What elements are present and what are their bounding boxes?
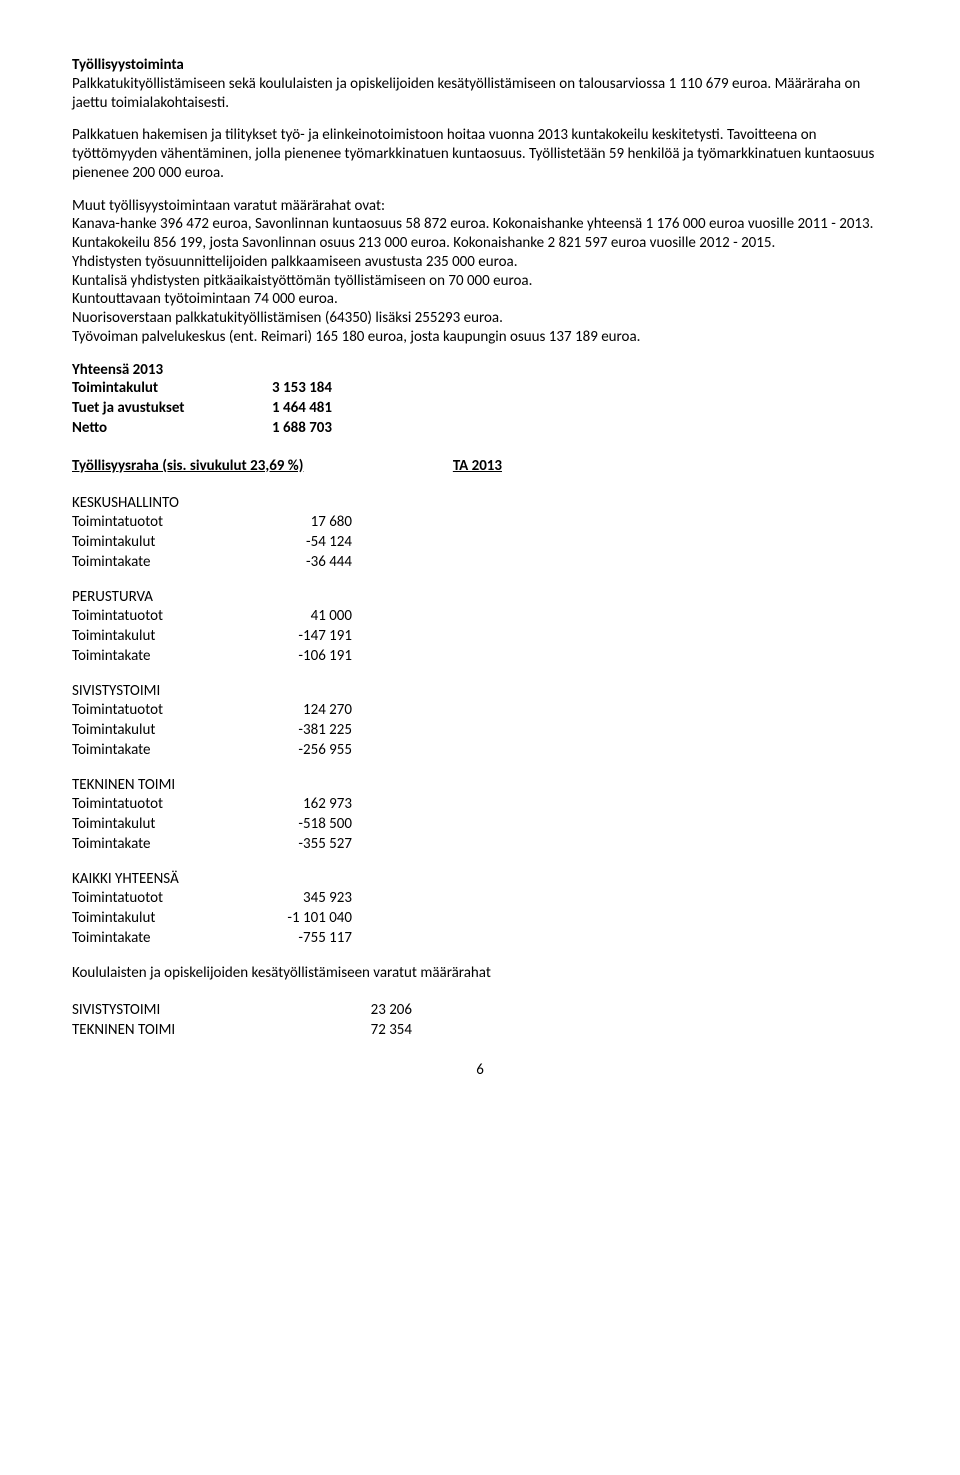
table-row: Toimintakulut-381 225 xyxy=(72,721,352,741)
table-row: Toimintatuotot41 000 xyxy=(72,607,352,627)
table-row: Toimintakulut-54 124 xyxy=(72,533,352,553)
row-label: Toimintakulut xyxy=(72,815,232,835)
row-value: 17 680 xyxy=(232,513,352,533)
row-value: -106 191 xyxy=(232,647,352,667)
table-row: Toimintakate-36 444 xyxy=(72,553,352,573)
footer-title: Koululaisten ja opiskelijoiden kesätyöll… xyxy=(72,964,888,983)
row-label: Toimintatuotot xyxy=(72,513,232,533)
row-value: 41 000 xyxy=(232,607,352,627)
row-value: 1 464 481 xyxy=(272,399,382,419)
financial-header: Työllisyysraha (sis. sivukulut 23,69 %) … xyxy=(72,457,502,477)
fin-header-left: Työllisyysraha (sis. sivukulut 23,69 %) xyxy=(72,457,412,477)
text-line: Kuntakokeilu 856 199, josta Savonlinnan … xyxy=(72,234,888,253)
text-line: Kanava-hanke 396 472 euroa, Savonlinnan … xyxy=(72,215,888,234)
row-value: -256 955 xyxy=(232,741,352,761)
row-value: 345 923 xyxy=(232,889,352,909)
table-row: Toimintakulut 3 153 184 xyxy=(72,379,382,399)
section-title: Työllisyystoiminta xyxy=(72,56,888,75)
row-value: -755 117 xyxy=(232,929,352,949)
row-value: 1 688 703 xyxy=(272,419,382,439)
summary-block: Yhteensä 2013 Toimintakulut 3 153 184 Tu… xyxy=(72,361,888,439)
row-label: Toimintakate xyxy=(72,835,232,855)
table-row: Toimintakate-755 117 xyxy=(72,929,352,949)
row-value: -518 500 xyxy=(232,815,352,835)
fin-section-title: KAIKKI YHTEENSÄ xyxy=(72,870,888,889)
table-row: Toimintatuotot17 680 xyxy=(72,513,352,533)
row-value: 23 206 xyxy=(332,1001,412,1021)
row-value: -381 225 xyxy=(232,721,352,741)
fin-section-sivistystoimi: SIVISTYSTOIMI Toimintatuotot124 270 Toim… xyxy=(72,682,888,760)
text-line: Yhdistysten työsuunnittelijoiden palkkaa… xyxy=(72,253,888,272)
fin-section-title: TEKNINEN TOIMI xyxy=(72,776,888,795)
row-value: 72 354 xyxy=(332,1021,412,1041)
row-value: -36 444 xyxy=(232,553,352,573)
row-label: Toimintakate xyxy=(72,553,232,573)
row-value: 162 973 xyxy=(232,795,352,815)
row-label: Toimintakulut xyxy=(72,379,272,399)
row-label: Tuet ja avustukset xyxy=(72,399,272,419)
text-line: Muut työllisyystoimintaan varatut määrär… xyxy=(72,197,888,216)
row-label: SIVISTYSTOIMI xyxy=(72,1001,332,1021)
footer-table: SIVISTYSTOIMI 23 206 TEKNINEN TOIMI 72 3… xyxy=(72,1001,412,1041)
row-label: Toimintatuotot xyxy=(72,701,232,721)
row-label: TEKNINEN TOIMI xyxy=(72,1021,332,1041)
row-label: Toimintatuotot xyxy=(72,795,232,815)
table-row: Toimintatuotot345 923 xyxy=(72,889,352,909)
intro-paragraph: Palkkatukityöllistämiseen sekä koululais… xyxy=(72,75,888,113)
row-label: Toimintakate xyxy=(72,647,232,667)
row-label: Toimintakate xyxy=(72,929,232,949)
fin-section-title: KESKUSHALLINTO xyxy=(72,494,888,513)
fin-section-perusturva: PERUSTURVA Toimintatuotot41 000 Toiminta… xyxy=(72,588,888,666)
summary-title: Yhteensä 2013 xyxy=(72,361,888,380)
row-value: -1 101 040 xyxy=(232,909,352,929)
row-label: Toimintatuotot xyxy=(72,889,232,909)
text-line: Kuntouttavaan työtoimintaan 74 000 euroa… xyxy=(72,290,888,309)
row-value: 3 153 184 xyxy=(272,379,382,399)
row-value: 124 270 xyxy=(232,701,352,721)
desc-paragraph-2: Muut työllisyystoimintaan varatut määrär… xyxy=(72,197,888,347)
row-label: Toimintakulut xyxy=(72,533,232,553)
row-label: Toimintakulut xyxy=(72,627,232,647)
table-row: Toimintakate-256 955 xyxy=(72,741,352,761)
table-row: Toimintakulut-1 101 040 xyxy=(72,909,352,929)
row-label: Toimintakulut xyxy=(72,721,232,741)
fin-section-total: KAIKKI YHTEENSÄ Toimintatuotot345 923 To… xyxy=(72,870,888,948)
row-value: -54 124 xyxy=(232,533,352,553)
row-label: Toimintakulut xyxy=(72,909,232,929)
fin-header-right: TA 2013 xyxy=(412,457,502,477)
fin-section-tekninen: TEKNINEN TOIMI Toimintatuotot162 973 Toi… xyxy=(72,776,888,854)
table-row: Toimintakulut-147 191 xyxy=(72,627,352,647)
table-row: Toimintakate-106 191 xyxy=(72,647,352,667)
fin-section-keskushallinto: KESKUSHALLINTO Toimintatuotot17 680 Toim… xyxy=(72,494,888,572)
table-row: Toimintakulut-518 500 xyxy=(72,815,352,835)
table-row: TEKNINEN TOIMI 72 354 xyxy=(72,1021,412,1041)
fin-section-title: PERUSTURVA xyxy=(72,588,888,607)
text-line: Työvoiman palvelukeskus (ent. Reimari) 1… xyxy=(72,328,888,347)
row-value: -355 527 xyxy=(232,835,352,855)
desc-paragraph-1: Palkkatuen hakemisen ja tilitykset työ- … xyxy=(72,126,888,182)
table-row: Tuet ja avustukset 1 464 481 xyxy=(72,399,382,419)
text-line: Kuntalisä yhdistysten pitkäaikaistyöttöm… xyxy=(72,272,888,291)
fin-section-title: SIVISTYSTOIMI xyxy=(72,682,888,701)
row-value: -147 191 xyxy=(232,627,352,647)
table-row: Netto 1 688 703 xyxy=(72,419,382,439)
row-label: Toimintakate xyxy=(72,741,232,761)
table-row: Toimintatuotot124 270 xyxy=(72,701,352,721)
row-label: Toimintatuotot xyxy=(72,607,232,627)
table-row: Toimintakate-355 527 xyxy=(72,835,352,855)
text-line: Nuorisoverstaan palkkatukityöllistämisen… xyxy=(72,309,888,328)
row-label: Netto xyxy=(72,419,272,439)
table-row: SIVISTYSTOIMI 23 206 xyxy=(72,1001,412,1021)
table-row: Toimintatuotot162 973 xyxy=(72,795,352,815)
page-number: 6 xyxy=(72,1061,888,1080)
